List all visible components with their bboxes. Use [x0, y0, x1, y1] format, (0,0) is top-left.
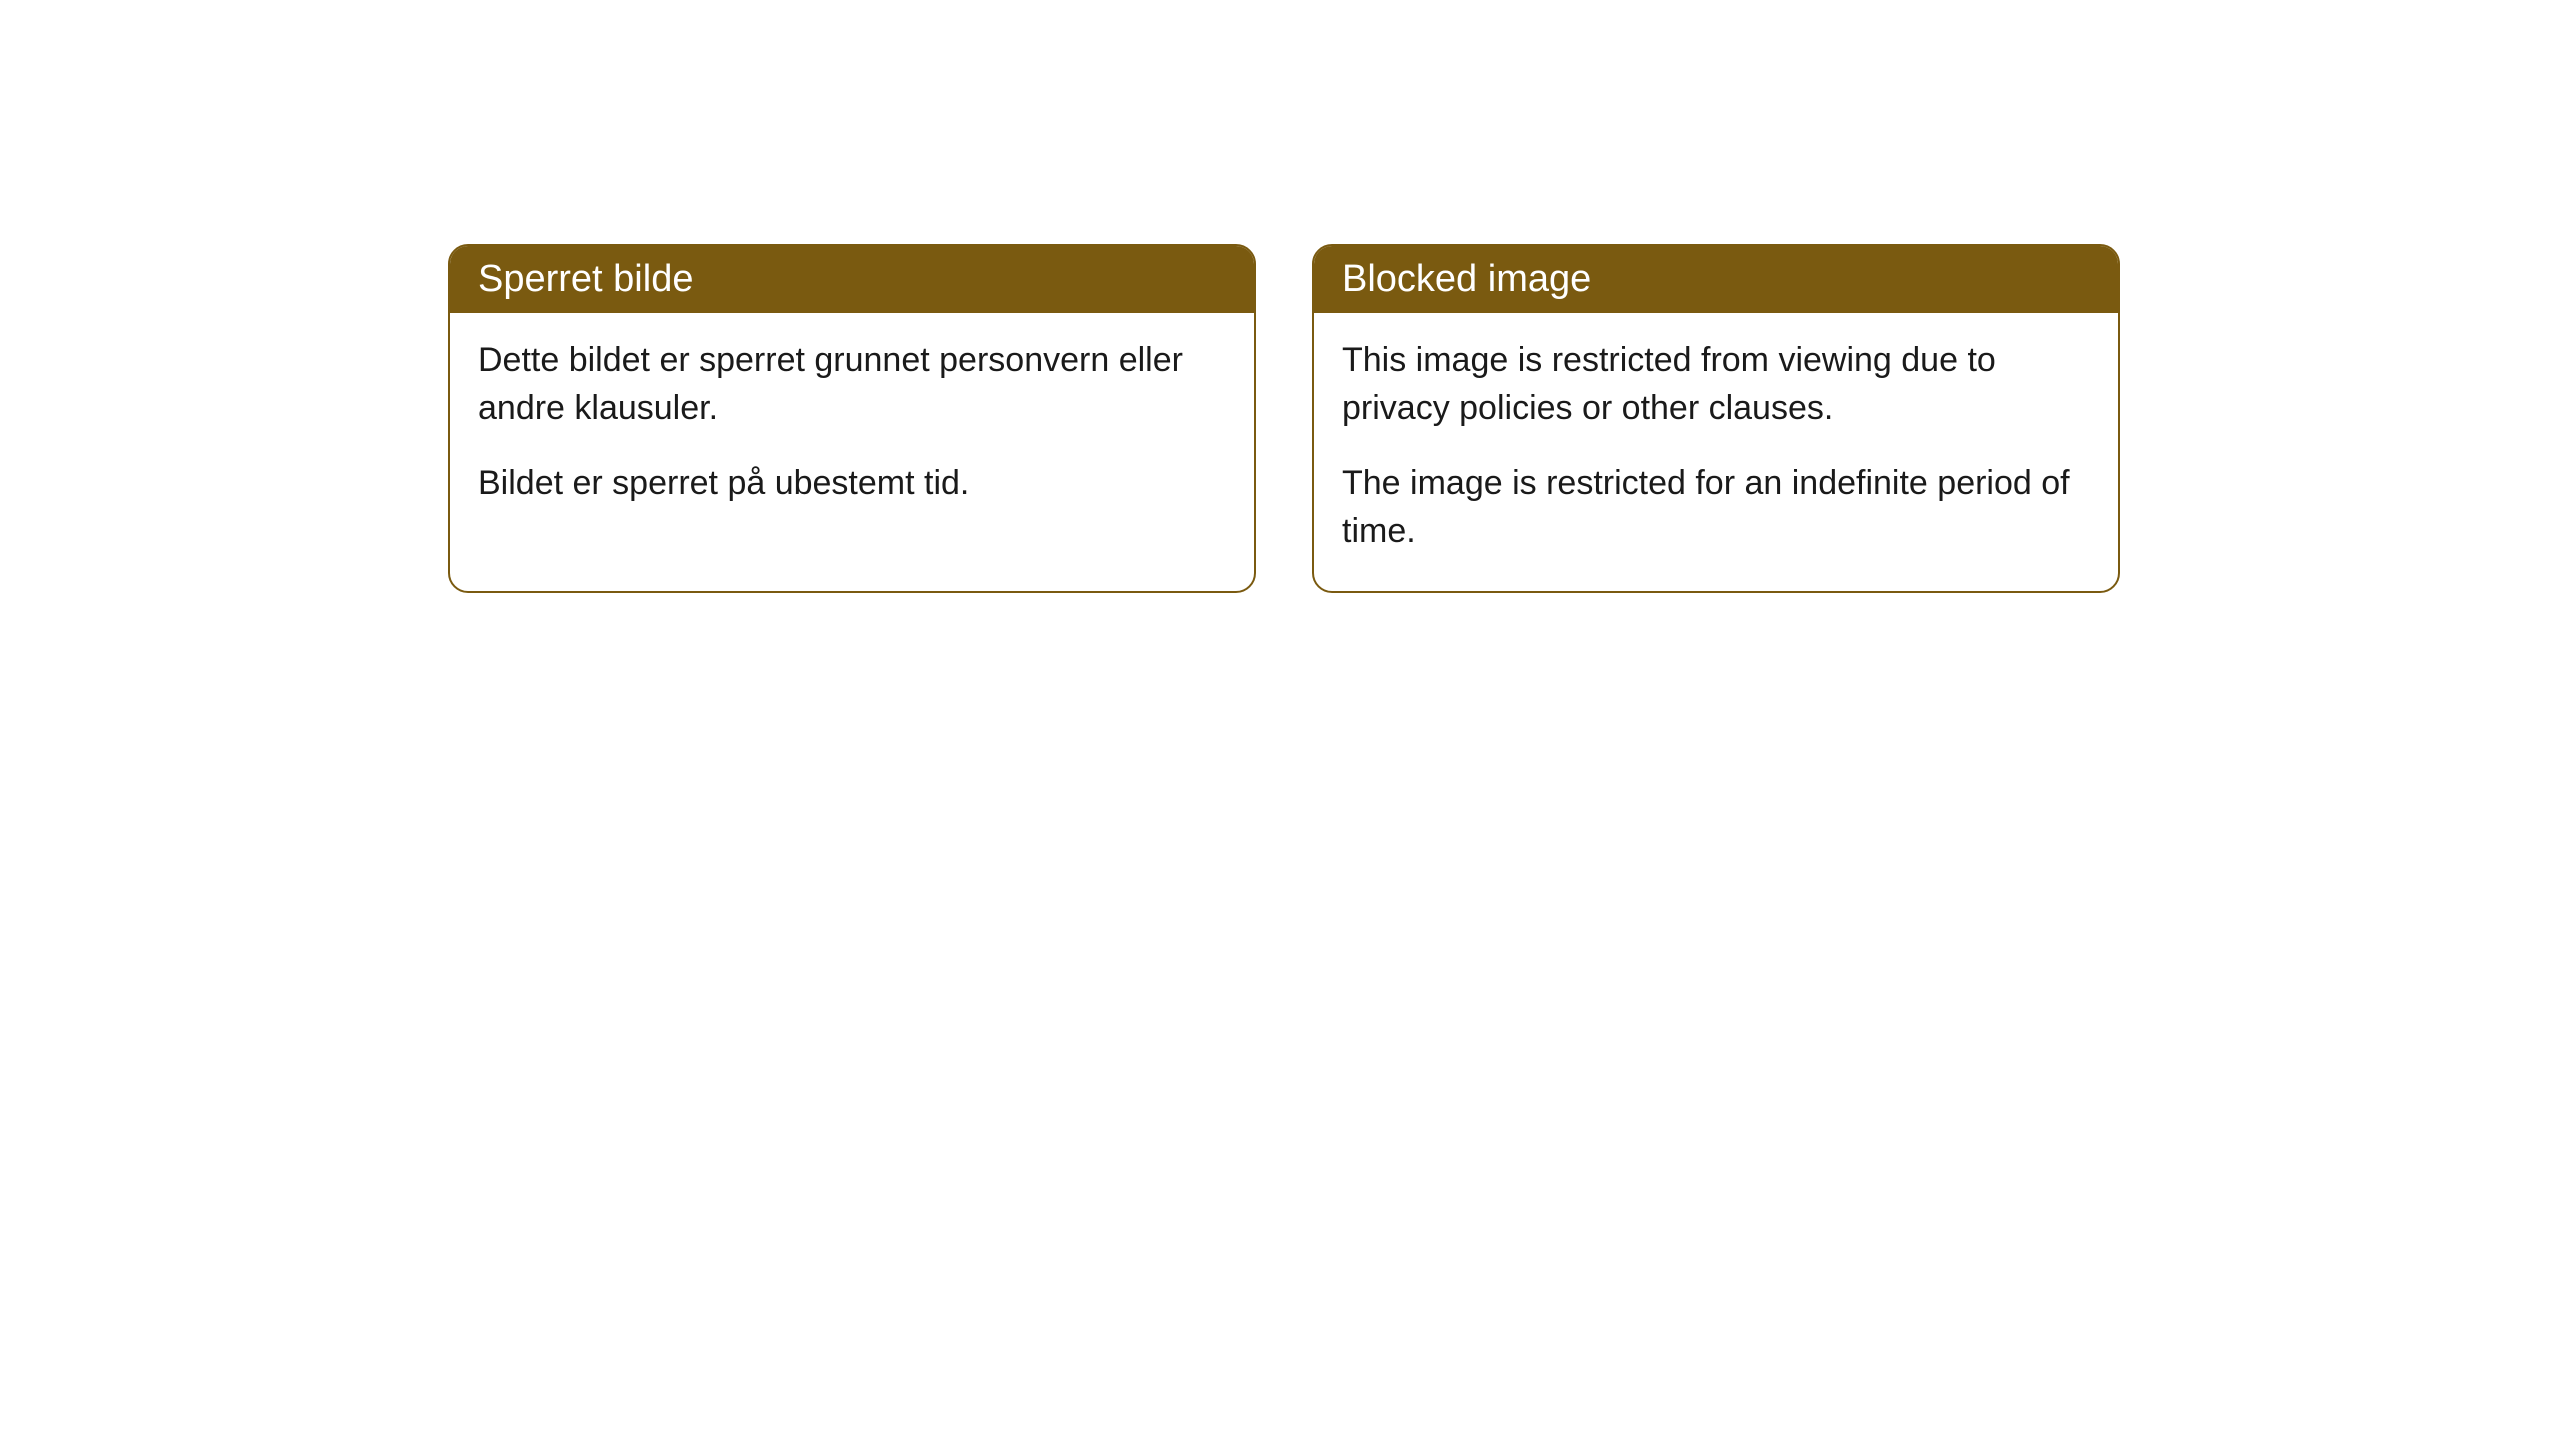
card-body-norwegian: Dette bildet er sperret grunnet personve… — [450, 313, 1254, 544]
card-title: Blocked image — [1342, 258, 1591, 300]
blocked-image-card-english: Blocked image This image is restricted f… — [1312, 244, 2120, 593]
blocked-image-card-norwegian: Sperret bilde Dette bildet er sperret gr… — [448, 244, 1256, 593]
card-body-english: This image is restricted from viewing du… — [1314, 313, 2118, 591]
card-paragraph: This image is restricted from viewing du… — [1342, 337, 2090, 432]
card-header-norwegian: Sperret bilde — [450, 246, 1254, 313]
card-paragraph: Dette bildet er sperret grunnet personve… — [478, 337, 1226, 432]
card-paragraph: Bildet er sperret på ubestemt tid. — [478, 460, 1226, 508]
card-header-english: Blocked image — [1314, 246, 2118, 313]
card-title: Sperret bilde — [478, 258, 693, 300]
card-paragraph: The image is restricted for an indefinit… — [1342, 460, 2090, 555]
notice-container: Sperret bilde Dette bildet er sperret gr… — [0, 0, 2560, 593]
